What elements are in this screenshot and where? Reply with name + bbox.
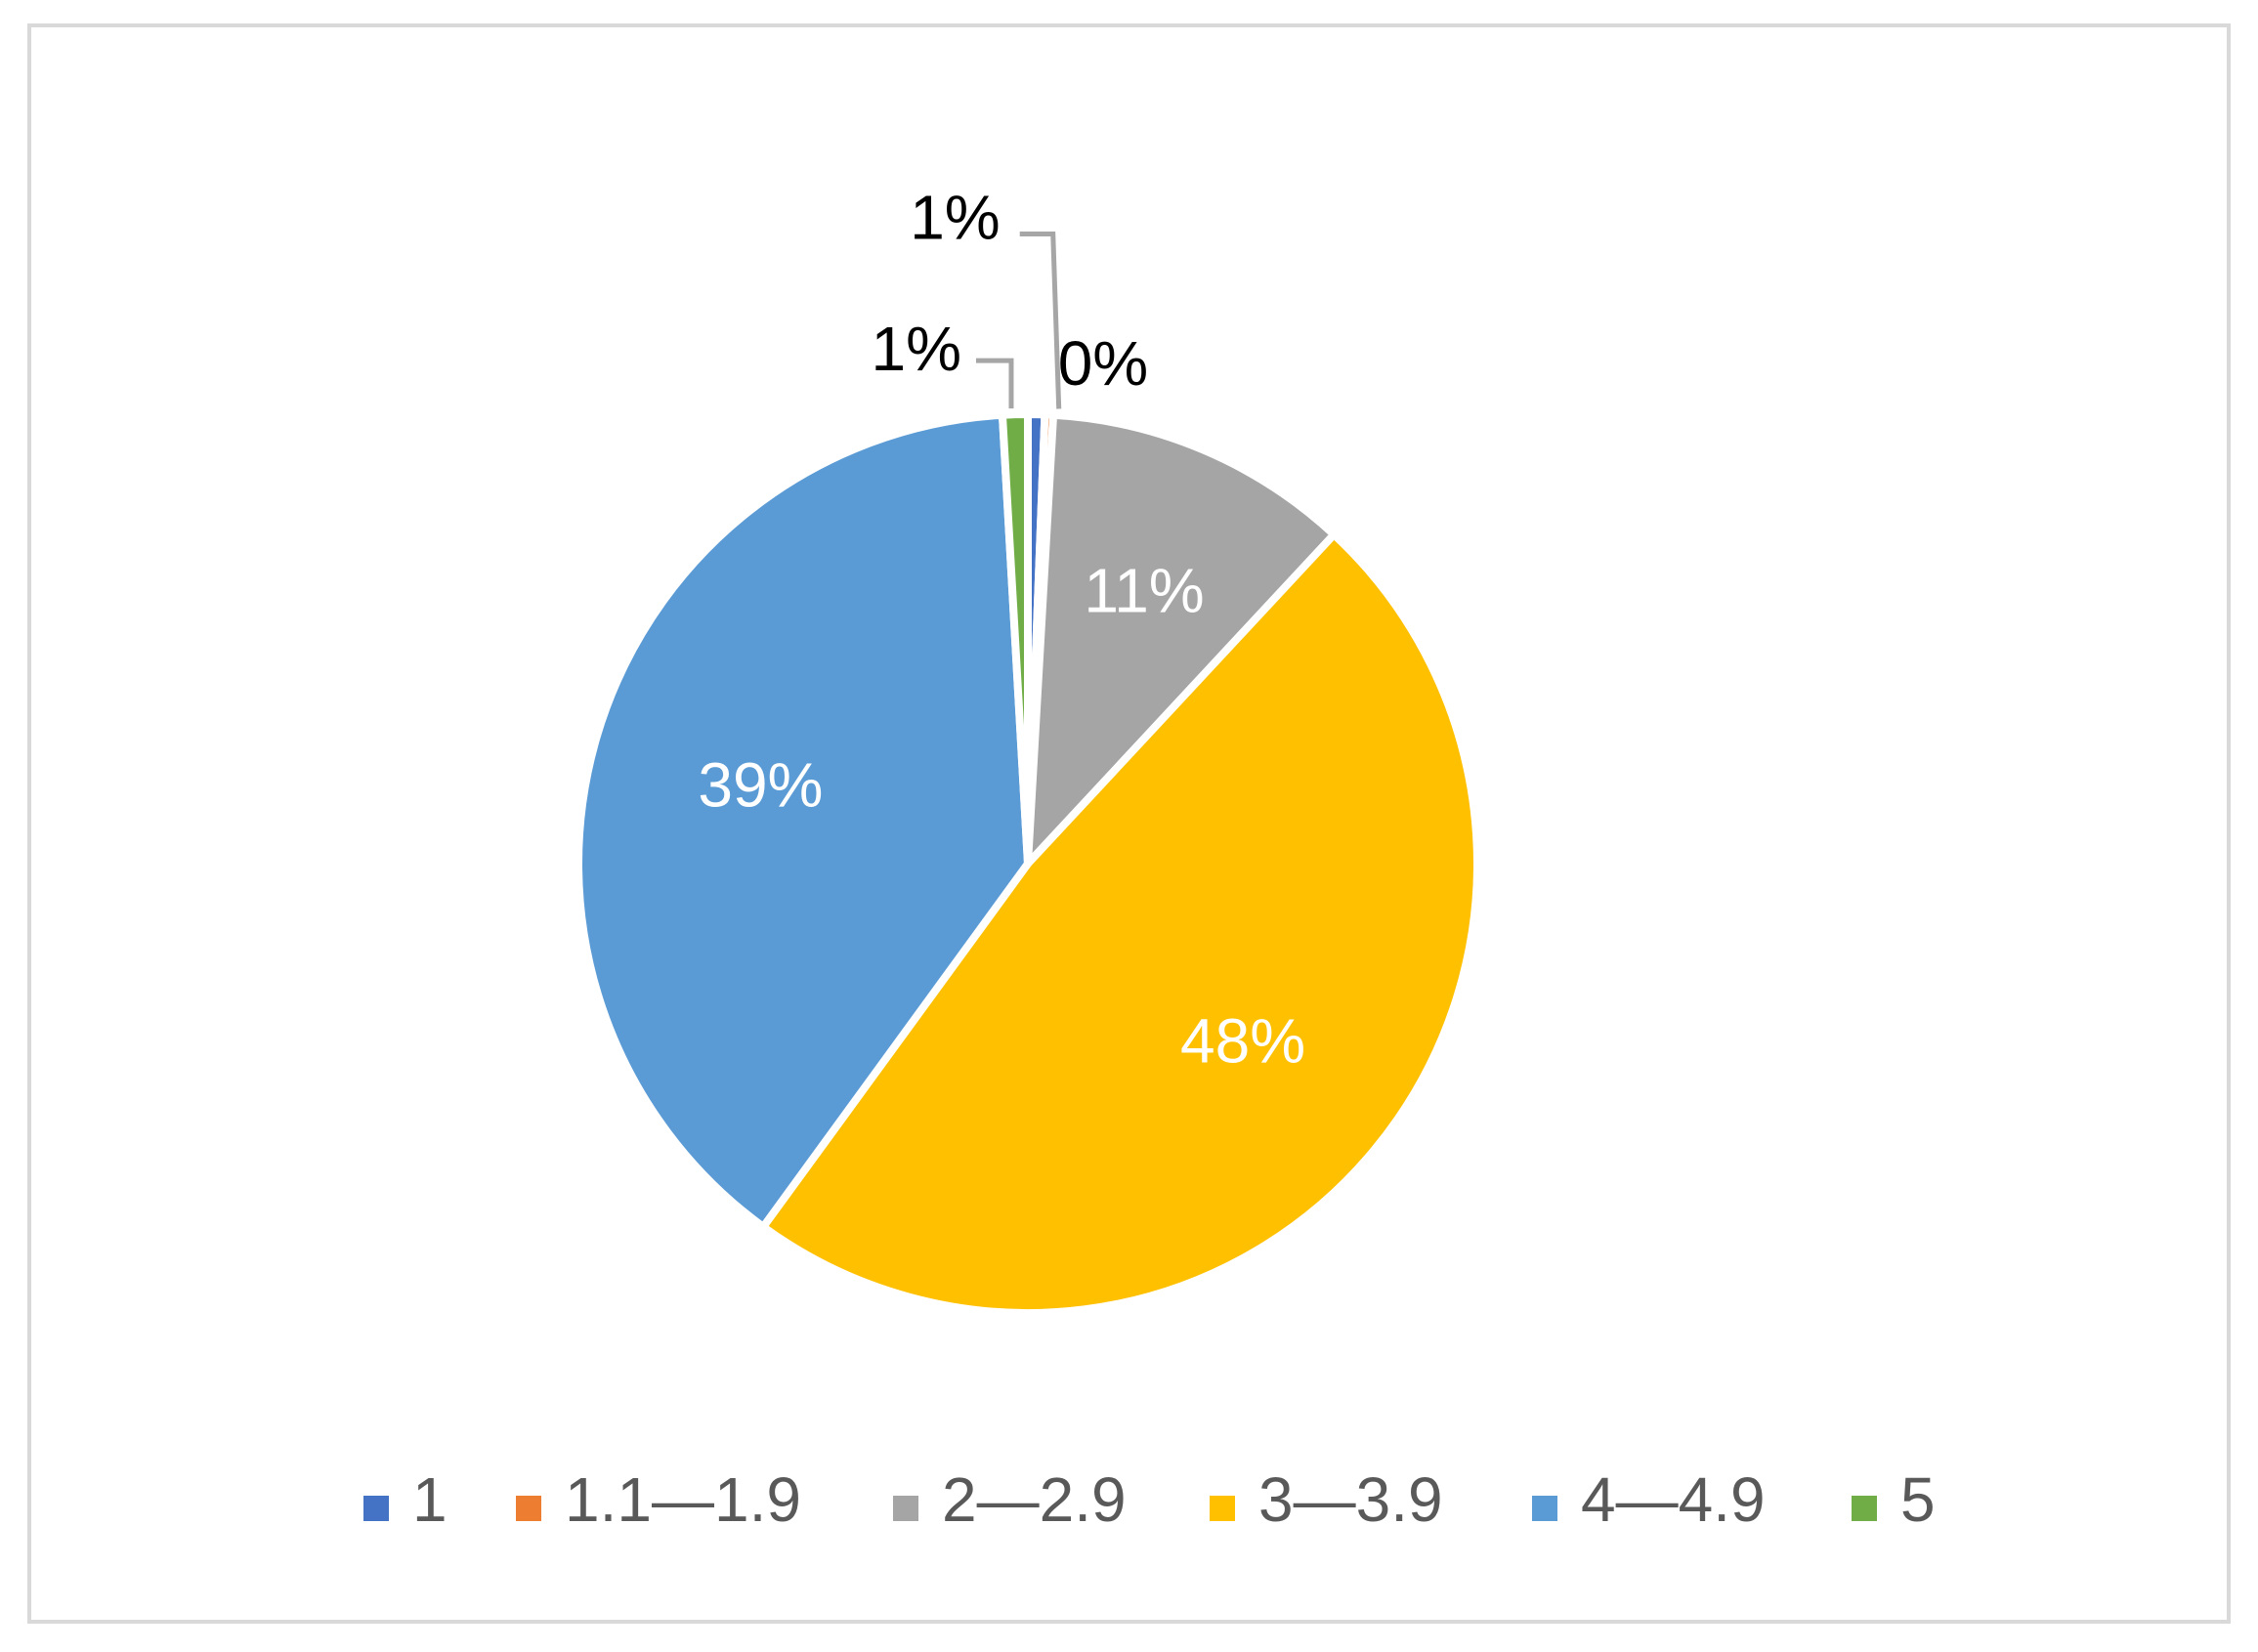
leader-line-5 xyxy=(975,358,1014,409)
pie-slice-3 xyxy=(759,530,1481,1317)
legend: 1 1.1—1.9 2—2.9 3—3.9 4—4.9 5 xyxy=(363,1464,1936,1535)
legend-swatch-2 xyxy=(893,1496,918,1521)
legend-label-4: 4—4.9 xyxy=(1581,1464,1766,1535)
data-label-2: 11% xyxy=(1084,556,1204,626)
data-label-5: 1% xyxy=(871,314,961,384)
legend-label-2: 2—2.9 xyxy=(942,1464,1127,1535)
legend-swatch-4 xyxy=(1532,1496,1557,1521)
legend-swatch-5 xyxy=(1852,1496,1877,1521)
legend-label-5: 5 xyxy=(1900,1464,1936,1535)
data-label-0: 0% xyxy=(1058,328,1149,399)
pie-slice-4 xyxy=(575,410,1032,1231)
legend-swatch-3 xyxy=(1210,1496,1235,1521)
leader-line-1 xyxy=(1019,232,1062,409)
data-label-3: 48% xyxy=(1180,1005,1305,1076)
pie-slice-2 xyxy=(1024,410,1339,868)
pie-slice-5 xyxy=(998,410,1032,868)
legend-label-3: 3—3.9 xyxy=(1258,1464,1443,1535)
legend-swatch-0 xyxy=(363,1496,389,1521)
legend-label-1: 1.1—1.9 xyxy=(565,1464,801,1535)
pie-slices xyxy=(575,410,1481,1317)
legend-label-0: 1 xyxy=(412,1464,447,1535)
data-label-4: 39% xyxy=(698,749,823,820)
legend-swatch-1 xyxy=(516,1496,541,1521)
data-labels: 11% 48% 39% 0% 1% 1% xyxy=(698,183,1305,1077)
data-label-1: 1% xyxy=(910,183,1001,253)
leader-lines xyxy=(975,232,1062,409)
